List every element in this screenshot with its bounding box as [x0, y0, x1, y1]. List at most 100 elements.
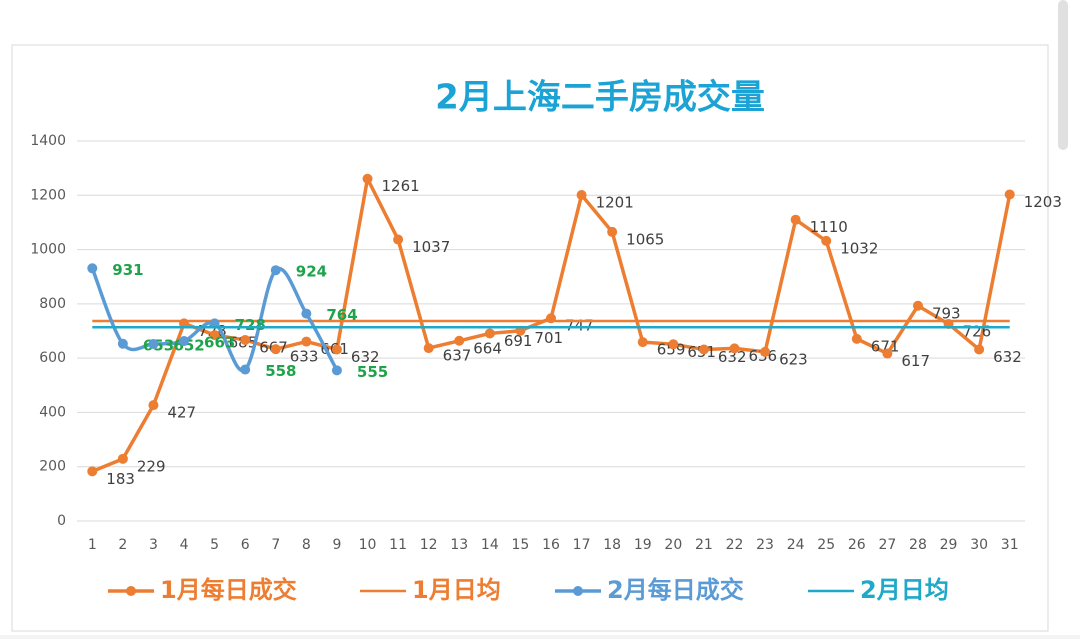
data-label: 1037 — [412, 238, 450, 256]
data-point — [87, 466, 98, 477]
y-tick-label: 1200 — [30, 187, 66, 203]
data-point — [882, 348, 893, 359]
x-tick-label: 18 — [603, 537, 621, 553]
data-point — [423, 343, 434, 354]
data-label: 633 — [290, 348, 319, 366]
x-tick-label: 21 — [695, 537, 713, 553]
data-point — [393, 234, 404, 245]
scrollbar — [1058, 0, 1068, 150]
data-point — [331, 365, 342, 376]
data-label: 623 — [779, 350, 808, 368]
data-point — [117, 338, 128, 349]
data-label: 558 — [265, 362, 296, 380]
data-point — [148, 400, 159, 411]
data-point — [117, 453, 128, 464]
data-label: 183 — [106, 470, 135, 488]
x-tick-label: 5 — [210, 537, 219, 553]
data-label: 931 — [112, 261, 143, 279]
data-label: 653 — [143, 336, 174, 354]
x-tick-label: 29 — [940, 537, 958, 553]
x-tick-label: 30 — [970, 537, 988, 553]
data-point — [179, 336, 190, 347]
data-point — [148, 339, 159, 350]
legend-label: 1月日均 — [412, 576, 501, 604]
x-tick-label: 15 — [512, 537, 530, 553]
data-label: 1032 — [840, 239, 878, 257]
data-point — [209, 318, 220, 329]
data-label: 664 — [473, 339, 502, 357]
data-point — [729, 343, 740, 354]
chart-title: 2月上海二手房成交量 — [435, 78, 765, 118]
data-label: 671 — [871, 337, 900, 355]
data-point — [301, 336, 312, 347]
y-tick-label: 400 — [39, 404, 66, 420]
x-tick-label: 27 — [878, 537, 896, 553]
legend-label: 2月每日成交 — [607, 576, 744, 604]
data-label: 632 — [993, 348, 1022, 366]
data-label: 427 — [167, 404, 196, 422]
data-point — [209, 330, 220, 341]
data-label: 691 — [504, 332, 533, 350]
x-tick-label: 12 — [420, 537, 438, 553]
legend-marker — [573, 586, 583, 596]
data-point — [760, 346, 771, 357]
x-tick-label: 4 — [180, 537, 189, 553]
x-tick-label: 10 — [359, 537, 377, 553]
data-label: 726 — [963, 322, 992, 340]
x-tick-label: 6 — [241, 537, 250, 553]
data-point — [270, 344, 281, 355]
x-tick-label: 2 — [118, 537, 127, 553]
x-tick-label: 22 — [726, 537, 744, 553]
data-point — [454, 335, 465, 346]
data-point — [484, 328, 495, 339]
data-label: 555 — [357, 363, 388, 381]
data-label: 1261 — [382, 177, 420, 195]
data-point — [790, 214, 801, 225]
data-point — [974, 344, 985, 355]
data-label: 663 — [204, 334, 235, 352]
data-label: 1065 — [626, 230, 664, 248]
x-tick-label: 31 — [1001, 537, 1019, 553]
data-point — [698, 344, 709, 355]
x-tick-label: 9 — [332, 537, 341, 553]
x-tick-label: 17 — [573, 537, 591, 553]
y-tick-label: 200 — [39, 459, 66, 475]
data-label: 747 — [565, 317, 594, 335]
data-label: 617 — [901, 352, 930, 370]
x-tick-label: 8 — [302, 537, 311, 553]
data-point — [240, 334, 251, 345]
data-point — [668, 339, 679, 350]
x-tick-label: 20 — [664, 537, 682, 553]
legend-label: 1月每日成交 — [160, 576, 297, 604]
x-tick-label: 28 — [909, 537, 927, 553]
data-point — [331, 344, 342, 355]
data-label: 1110 — [810, 218, 848, 236]
data-label: 632 — [351, 348, 380, 366]
legend-label: 2月日均 — [860, 576, 949, 604]
data-label: 229 — [137, 457, 166, 475]
legend-marker — [126, 586, 136, 596]
x-tick-label: 11 — [389, 537, 407, 553]
data-point — [87, 263, 98, 274]
data-label: 1203 — [1024, 193, 1062, 211]
x-tick-label: 16 — [542, 537, 560, 553]
data-point — [270, 265, 281, 276]
y-tick-label: 800 — [39, 296, 66, 312]
y-tick-label: 600 — [39, 350, 66, 366]
data-point — [301, 308, 312, 319]
x-tick-label: 25 — [817, 537, 835, 553]
y-tick-label: 1000 — [30, 242, 66, 258]
x-tick-label: 26 — [848, 537, 866, 553]
data-label: 793 — [932, 304, 961, 322]
data-point — [851, 333, 862, 344]
data-point — [362, 173, 373, 184]
data-label: 924 — [296, 263, 327, 281]
data-label: 637 — [443, 347, 472, 365]
data-label: 652 — [173, 337, 204, 355]
x-tick-label: 14 — [481, 537, 499, 553]
data-point — [1004, 189, 1015, 200]
data-label: 632 — [718, 348, 747, 366]
data-point — [576, 190, 587, 201]
